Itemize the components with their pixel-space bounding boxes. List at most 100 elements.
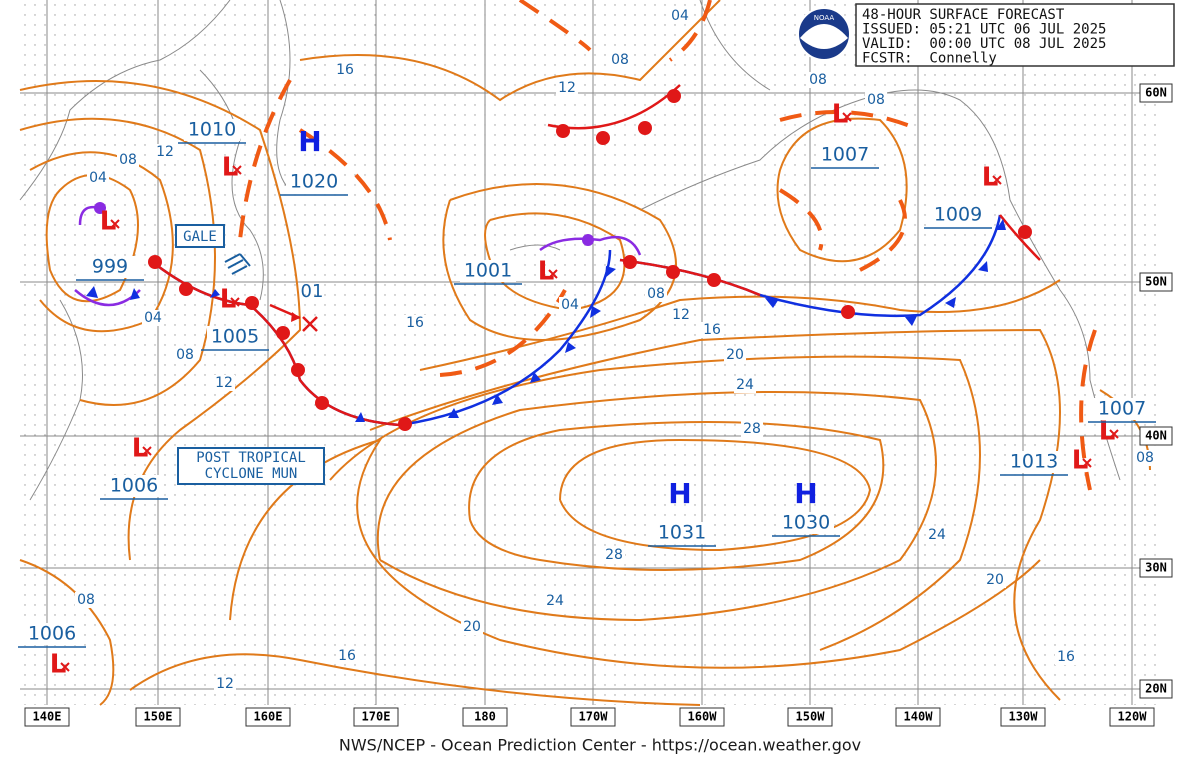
latitude-label: 40N (1145, 429, 1167, 443)
isobar-label-bg (75, 592, 97, 608)
low-symbol: L (538, 257, 555, 287)
isobars (19, 0, 1151, 706)
isobar-label-bg (645, 286, 667, 302)
longitude-box (895, 707, 941, 727)
pressure-value: 1005 (211, 326, 259, 348)
low-symbol: L (1072, 446, 1089, 476)
isobar-label-bg (741, 421, 763, 437)
labels: 60N 50N 40N 30N 20N 140E 150E 160E 170E 180 170W 16… (18, 8, 1173, 727)
isobar-label: 08 (1136, 450, 1154, 466)
isobar-label-bg (603, 547, 625, 563)
header-line: VALID: 00:00 UTC 08 JUL 2025 (862, 36, 1106, 52)
header-box (855, 3, 1175, 67)
isobar-label-bg (1134, 450, 1156, 466)
longitude-label: 140W (904, 710, 934, 724)
isobar-label: 08 (647, 286, 665, 302)
low-mark (110, 219, 120, 229)
isobar-label-bg (701, 322, 723, 338)
high-symbol: H (298, 125, 321, 158)
low-symbol: L (220, 285, 237, 315)
pressure-value-bg (930, 204, 986, 226)
isobar-label: 28 (743, 421, 761, 437)
longitude-label: 140E (33, 710, 62, 724)
low-mark (232, 165, 242, 175)
low-mark (230, 297, 240, 307)
header-line: FCSTR: Connelly (862, 51, 997, 67)
isobar-label-bg (154, 144, 176, 160)
longitude-label: 150E (144, 710, 173, 724)
isobar-label-bg (461, 619, 483, 635)
latitude-label: 60N (1145, 86, 1167, 100)
low-symbol: L (222, 153, 239, 183)
latitude-box (1139, 272, 1173, 292)
isobar-label-bg (734, 377, 756, 393)
isobar-label: 28 (605, 547, 623, 563)
isobar-label-bg (724, 347, 746, 363)
noaa-logo-bird (800, 24, 848, 49)
isobar-label-bg (559, 297, 581, 313)
isobar-label: 20 (726, 347, 744, 363)
post-tropical-box (177, 447, 325, 485)
pressure-value: 1006 (110, 475, 158, 497)
latitude-box (1139, 426, 1173, 446)
longitude-label: 180 (474, 710, 496, 724)
header-line: ISSUED: 05:21 UTC 06 JUL 2025 (862, 22, 1106, 38)
longitude-label: 170E (362, 710, 391, 724)
longitude-box (570, 707, 616, 727)
pressure-value-bg (460, 260, 516, 282)
isobar-label-bg (669, 8, 691, 24)
pressure-value: 1030 (782, 512, 830, 534)
isobar-label: 16 (703, 322, 721, 338)
pressure-value-bg (286, 171, 342, 193)
pressure-value: 1007 (821, 144, 869, 166)
pressure-value: 1006 (28, 623, 76, 645)
isobar-label-bg (984, 572, 1006, 588)
low-symbol: L (100, 207, 117, 237)
pressure-value-bg (817, 144, 873, 166)
low-symbol: L (832, 100, 849, 130)
low-symbol: L (132, 434, 149, 464)
pressure-value-bg (184, 119, 240, 141)
header-line: 48-HOUR SURFACE FORECAST (862, 7, 1065, 23)
isobar-label-bg (807, 72, 829, 88)
pressure-value: 1009 (934, 204, 982, 226)
isobar-label-bg (544, 593, 566, 609)
isobar-label-bg (214, 676, 236, 692)
pressure-value: 1020 (290, 171, 338, 193)
longitude-label: 160W (688, 710, 718, 724)
isobar-label: 08 (809, 72, 827, 88)
isobar-label-bg (174, 347, 196, 363)
latitude-label: 50N (1145, 275, 1167, 289)
isobar-label: 16 (336, 62, 354, 78)
footer-credit: NWS/NCEP - Ocean Prediction Center - htt… (339, 736, 861, 755)
isobar-label: 08 (119, 152, 137, 168)
isobar-label-bg (865, 92, 887, 108)
pressure-value-bg (207, 326, 263, 348)
longitude-box (1000, 707, 1046, 727)
high-symbol: H (668, 477, 691, 510)
isobar-label: 20 (986, 572, 1004, 588)
latitude-box (1139, 679, 1173, 699)
latitude-label: 30N (1145, 561, 1167, 575)
graticule (20, 0, 1160, 705)
isobar-label: 16 (338, 648, 356, 664)
troughs (238, 0, 1097, 491)
post-tropical-line: POST TROPICAL (196, 450, 306, 466)
longitude-box (353, 707, 399, 727)
low-mark (1082, 458, 1092, 468)
isobar-label-bg (556, 80, 578, 96)
new-low-label: 01 (301, 281, 324, 302)
longitude-box (245, 707, 291, 727)
pressure-value: 999 (92, 256, 128, 278)
pressure-value-bg (778, 512, 834, 534)
isobar-label-bg (213, 375, 235, 391)
isobar-label-bg (336, 648, 358, 664)
isobar-label: 12 (558, 80, 576, 96)
pressure-value: 1013 (1010, 451, 1058, 473)
isobar-label: 12 (672, 307, 690, 323)
longitude-box (24, 707, 70, 727)
longitude-box (1109, 707, 1155, 727)
latitude-box (1139, 558, 1173, 578)
low-mark (992, 175, 1002, 185)
